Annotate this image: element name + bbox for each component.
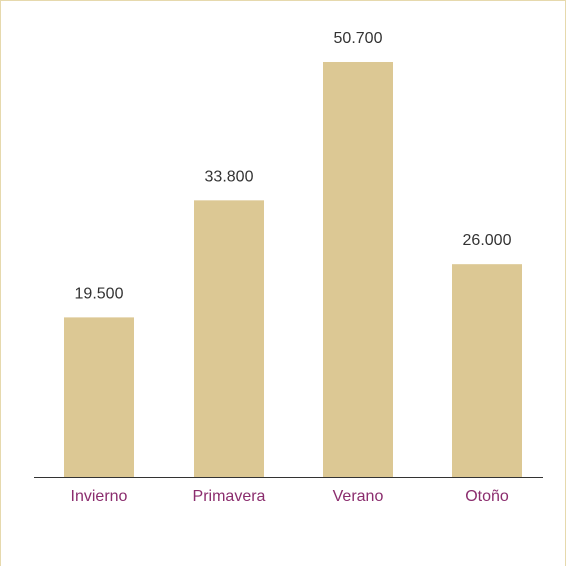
bar-2	[323, 62, 393, 477]
category-label-1: Primavera	[193, 488, 266, 505]
value-label-1: 33.800	[205, 168, 254, 185]
bar-1	[194, 200, 264, 478]
value-label-2: 50.700	[334, 30, 383, 47]
bar-0	[64, 317, 134, 477]
value-label-3: 26.000	[463, 232, 512, 249]
value-labels-layer: 19.500 33.800 50.700 26.000	[75, 30, 512, 302]
category-label-2: Verano	[333, 488, 384, 505]
category-label-3: Otoño	[465, 488, 509, 505]
bar-3	[452, 264, 522, 477]
value-label-0: 19.500	[75, 285, 124, 302]
bars-layer	[64, 62, 522, 478]
category-labels-layer: Invierno Primavera Verano Otoño	[71, 488, 509, 505]
category-label-0: Invierno	[71, 488, 128, 505]
